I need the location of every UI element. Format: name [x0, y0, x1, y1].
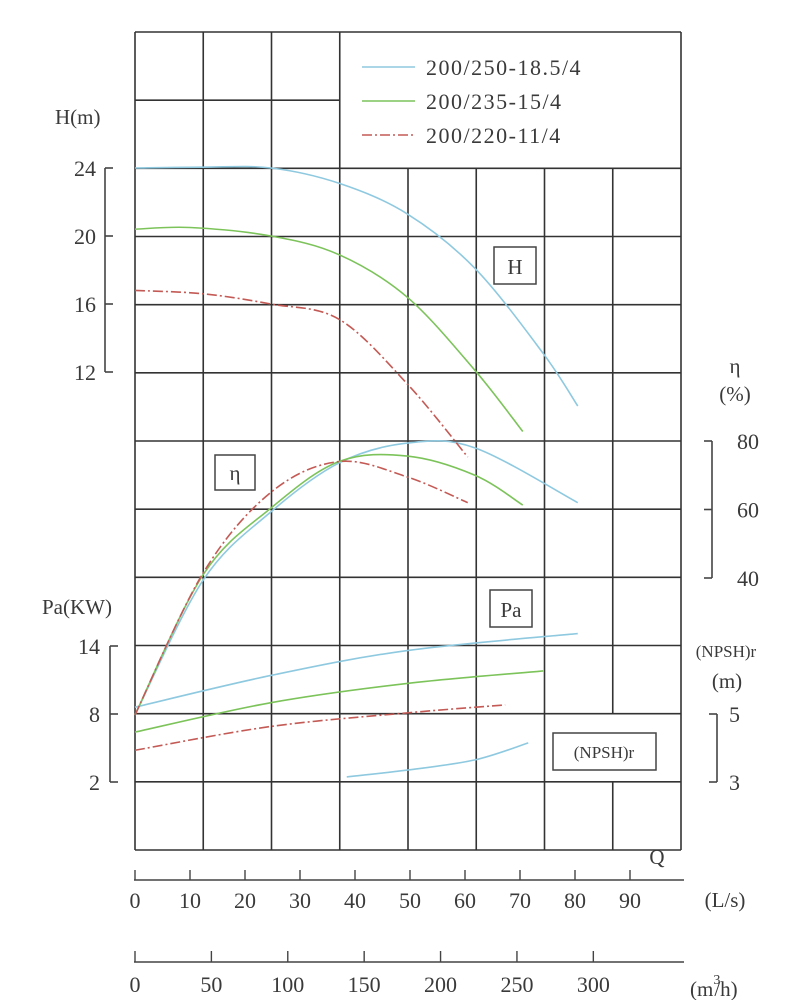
tick-label: 10	[179, 888, 201, 913]
tick-label: 100	[271, 972, 304, 997]
tick-label: 70	[509, 888, 531, 913]
tick-label: 50	[399, 888, 421, 913]
legend: 200/250-18.5/4 200/235-15/4 200/220-11/4	[362, 55, 582, 148]
tick-label: 3	[729, 770, 740, 795]
legend-label-0: 200/250-18.5/4	[426, 55, 582, 80]
curve-pa-1	[134, 670, 544, 733]
curves	[134, 165, 579, 778]
svg-text:(NPSH)r: (NPSH)r	[574, 743, 635, 762]
svg-text:Pa: Pa	[501, 598, 523, 622]
tick-label: 16	[74, 292, 96, 317]
q-m3h-axis: 0 50 100 150 200 250 300	[130, 951, 684, 997]
pa-axis: 14 8 2	[78, 634, 118, 795]
tick-label: 14	[78, 634, 100, 659]
tick-label: 40	[344, 888, 366, 913]
svg-text:H: H	[507, 255, 522, 279]
h-axis-label: H(m)	[55, 105, 101, 129]
curve-pa-2	[134, 704, 506, 752]
legend-label-2: 200/220-11/4	[426, 123, 562, 148]
eta-axis-label: η	[730, 354, 741, 378]
tick-label: 300	[577, 972, 610, 997]
tick-label: 2	[89, 770, 100, 795]
npsh-axis-unit: (m)	[712, 669, 742, 693]
h-axis: 24 20 16 12	[74, 156, 113, 385]
tick-label: 30	[289, 888, 311, 913]
curve-eta-0	[134, 439, 579, 716]
tick-label: 20	[234, 888, 256, 913]
curve-label-h: H	[493, 246, 537, 285]
svg-text:η: η	[230, 461, 241, 485]
curve-pa-0	[134, 632, 578, 708]
npsh-axis-label: (NPSH)r	[696, 642, 757, 661]
tick-label: 200	[424, 972, 457, 997]
tick-label: 40	[737, 566, 759, 591]
curve-h-0	[134, 165, 579, 407]
q-m3h-unit: (m3/h)	[690, 973, 738, 1000]
q-ls-axis: 0 10 20 30 40 50 60 70 80 90	[130, 870, 684, 913]
tick-label: 5	[729, 702, 740, 727]
tick-label: 90	[619, 888, 641, 913]
tick-label: 80	[737, 429, 759, 454]
npsh-axis: 53	[709, 702, 740, 795]
curve-eta-2	[134, 460, 469, 716]
curve-label-pa: Pa	[489, 589, 533, 628]
tick-label: 150	[348, 972, 381, 997]
tick-label: 24	[74, 156, 96, 181]
tick-label: 0	[130, 888, 141, 913]
curve-label-npsh: (NPSH)r	[552, 732, 657, 771]
q-axis-label: Q	[649, 845, 664, 869]
tick-label: 8	[89, 702, 100, 727]
tick-label: 50	[200, 972, 222, 997]
tick-label: 0	[130, 972, 141, 997]
pa-axis-label: Pa(KW)	[42, 595, 112, 619]
curve-h-1	[134, 226, 524, 432]
tick-label: 80	[564, 888, 586, 913]
tick-label: 60	[737, 498, 759, 523]
eta-axis-unit: (%)	[719, 382, 750, 406]
legend-label-1: 200/235-15/4	[426, 89, 563, 114]
curve-eta-1	[134, 453, 524, 716]
tick-label: 12	[74, 360, 96, 385]
tick-label: 250	[500, 972, 533, 997]
grid	[134, 31, 682, 851]
curve-label-eta: η	[214, 454, 256, 491]
tick-label: 20	[74, 224, 96, 249]
tick-label: 60	[454, 888, 476, 913]
curve-h-2	[134, 289, 469, 458]
eta-axis: 80 60 40	[704, 429, 759, 591]
curve-npsh-0	[346, 742, 529, 778]
q-ls-unit: (L/s)	[705, 888, 746, 912]
